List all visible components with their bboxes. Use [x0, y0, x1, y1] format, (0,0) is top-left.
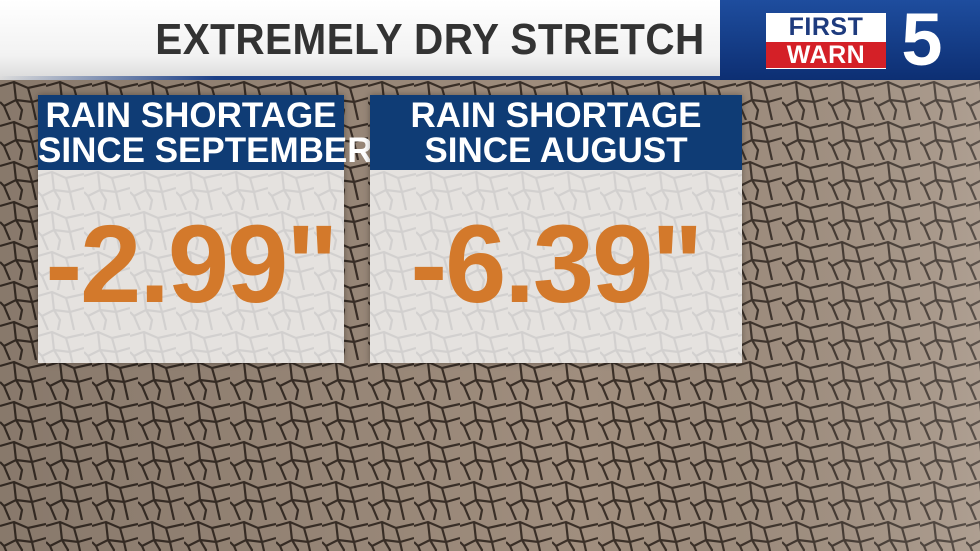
rain-shortage-value: -6.39"	[410, 203, 704, 326]
rain-shortage-value: -2.99"	[45, 203, 339, 326]
card-heading-line1: RAIN SHORTAGE	[45, 96, 337, 135]
card-heading-line1: RAIN SHORTAGE	[410, 96, 702, 135]
rain-shortage-august-card: RAIN SHORTAGE SINCE AUGUST -6.39"	[370, 95, 742, 363]
title-bar: EXTREMELY DRY STRETCH	[0, 0, 720, 80]
card-heading-line2: SINCE AUGUST	[424, 131, 688, 170]
title-underline	[0, 76, 720, 80]
logo-first-text: FIRST	[788, 13, 864, 41]
rain-shortage-september-card: RAIN SHORTAGE SINCE SEPTEMBER -2.99"	[38, 95, 373, 363]
logo-wordmark: FIRST WARN	[766, 13, 886, 69]
card-heading: RAIN SHORTAGE SINCE AUGUST	[370, 95, 742, 170]
card-heading: RAIN SHORTAGE SINCE SEPTEMBER	[38, 95, 373, 170]
card-heading-line2: SINCE SEPTEMBER	[38, 131, 373, 170]
first-warn-5-logo: FIRST WARN 5	[720, 0, 980, 80]
logo-warn-text: WARN	[766, 42, 886, 68]
card-texture	[38, 170, 344, 363]
logo-number: 5	[901, 0, 943, 81]
card-texture	[370, 170, 742, 363]
page-title: EXTREMELY DRY STRETCH	[155, 15, 705, 64]
